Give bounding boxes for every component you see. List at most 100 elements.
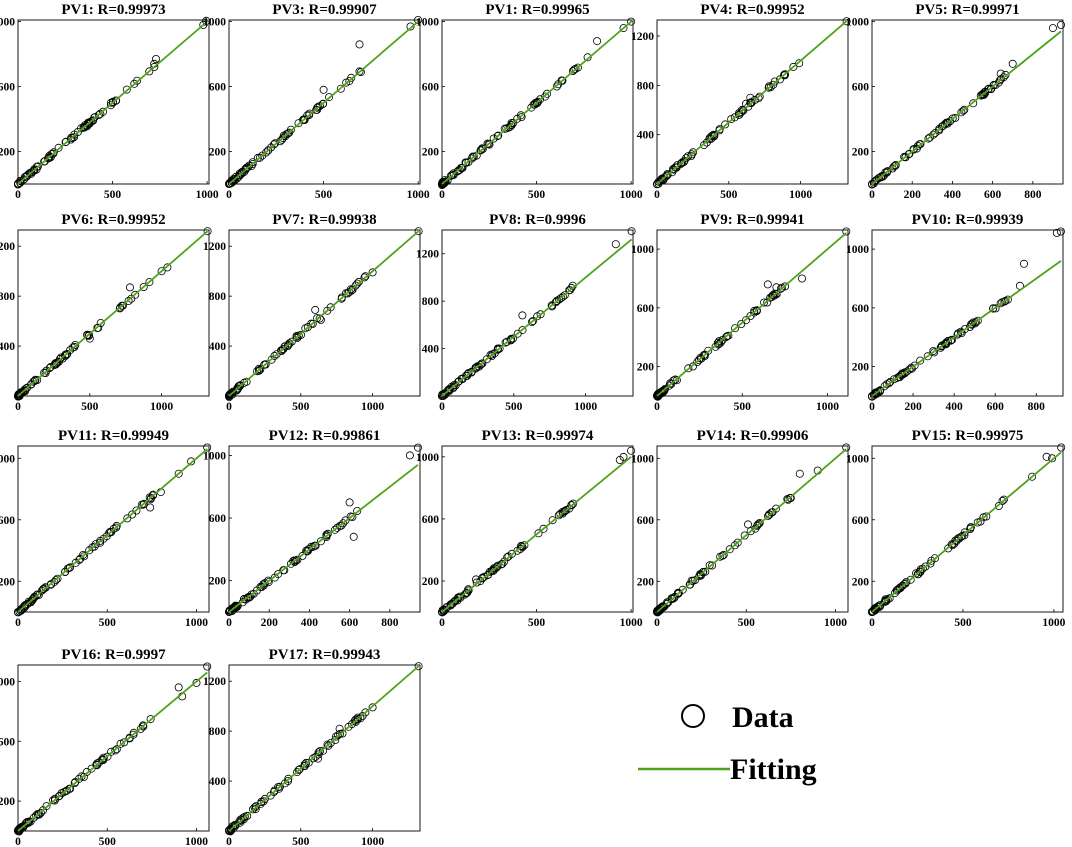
axes-box <box>17 19 210 185</box>
data-point <box>151 55 160 64</box>
data-point <box>938 341 947 350</box>
data-point <box>322 533 331 542</box>
data-point <box>247 590 256 599</box>
y-tick-label: 400 <box>637 130 655 142</box>
data-point <box>733 538 742 547</box>
data-point <box>573 63 582 72</box>
fitting-line <box>656 448 847 613</box>
x-tick-label: 600 <box>987 401 1005 413</box>
data-point <box>79 773 88 782</box>
fitting-line <box>871 451 1062 613</box>
x-tick-label: 200 <box>904 401 922 413</box>
data-point <box>879 171 888 180</box>
data-point <box>942 340 951 349</box>
data-point <box>439 606 448 615</box>
data-point <box>769 80 778 89</box>
data-point <box>721 120 730 129</box>
data-point <box>304 758 313 767</box>
data-point <box>1001 296 1010 305</box>
data-point <box>533 99 542 108</box>
data-point <box>347 73 356 82</box>
data-point <box>557 76 566 85</box>
axes-box <box>871 445 1064 613</box>
data-point <box>334 731 343 740</box>
data-point <box>444 385 453 394</box>
data-point <box>106 527 115 536</box>
data-point <box>59 788 68 797</box>
data-point <box>16 178 25 187</box>
y-tick-label: 1000 <box>846 17 869 29</box>
x-tick-label: 500 <box>104 189 122 201</box>
x-tick-label: 800 <box>1024 189 1042 201</box>
data-point <box>487 351 496 360</box>
data-point <box>66 563 75 572</box>
data-point <box>351 281 360 290</box>
data-point <box>724 331 733 340</box>
data-point <box>891 160 900 169</box>
data-point <box>330 525 339 534</box>
data-point <box>353 713 362 722</box>
data-point <box>303 111 312 120</box>
x-tick-label: 0 <box>226 401 232 413</box>
data-point <box>991 304 1000 313</box>
data-point <box>924 134 933 143</box>
fitting-line <box>656 232 847 397</box>
data-point <box>982 512 991 521</box>
data-point <box>311 305 320 314</box>
data-point <box>305 109 314 118</box>
x-tick-label: 0 <box>654 189 660 201</box>
data-point <box>765 82 774 91</box>
data-point <box>534 529 543 538</box>
data-point <box>90 113 99 122</box>
data-point <box>913 141 922 150</box>
x-tick-label: 0 <box>15 189 21 201</box>
data-point <box>255 153 264 162</box>
data-point <box>157 267 166 276</box>
data-point <box>454 377 463 386</box>
data-point <box>361 272 370 281</box>
data-point <box>536 95 545 104</box>
data-point <box>323 306 332 315</box>
y-tick-label: 800 <box>0 291 15 303</box>
data-point <box>284 777 293 786</box>
data-point <box>518 326 527 335</box>
data-point <box>687 150 696 159</box>
data-point <box>57 353 66 362</box>
data-point <box>685 580 694 589</box>
data-point <box>35 810 44 819</box>
data-point <box>690 576 699 585</box>
data-point <box>705 135 714 144</box>
data-point <box>290 558 299 567</box>
data-point <box>107 528 116 537</box>
data-point <box>472 578 481 587</box>
axes-box <box>656 445 849 613</box>
data-point <box>347 720 356 729</box>
data-point <box>96 318 105 327</box>
data-point <box>695 572 704 581</box>
x-tick-label: 0 <box>869 189 875 201</box>
data-point <box>99 107 108 116</box>
data-point <box>356 68 365 77</box>
x-tick-label: 0 <box>439 401 445 413</box>
data-point <box>718 551 727 560</box>
data-point <box>116 739 125 748</box>
data-point <box>449 169 458 178</box>
data-point <box>486 350 495 359</box>
subplot-title: PV9: R=0.99941 <box>700 212 804 228</box>
data-point <box>755 92 764 101</box>
data-point <box>294 766 303 775</box>
data-point <box>517 541 526 550</box>
data-point <box>506 336 515 345</box>
data-point <box>951 536 960 545</box>
data-point <box>996 69 1005 78</box>
data-point <box>716 338 725 347</box>
data-point <box>713 338 722 347</box>
x-tick-label: 500 <box>99 617 117 629</box>
x-tick-label: 0 <box>654 401 660 413</box>
data-point <box>744 520 753 529</box>
data-point <box>45 364 54 373</box>
data-point <box>976 91 985 100</box>
data-point <box>341 516 350 525</box>
data-point <box>230 603 239 612</box>
data-point <box>323 529 332 538</box>
